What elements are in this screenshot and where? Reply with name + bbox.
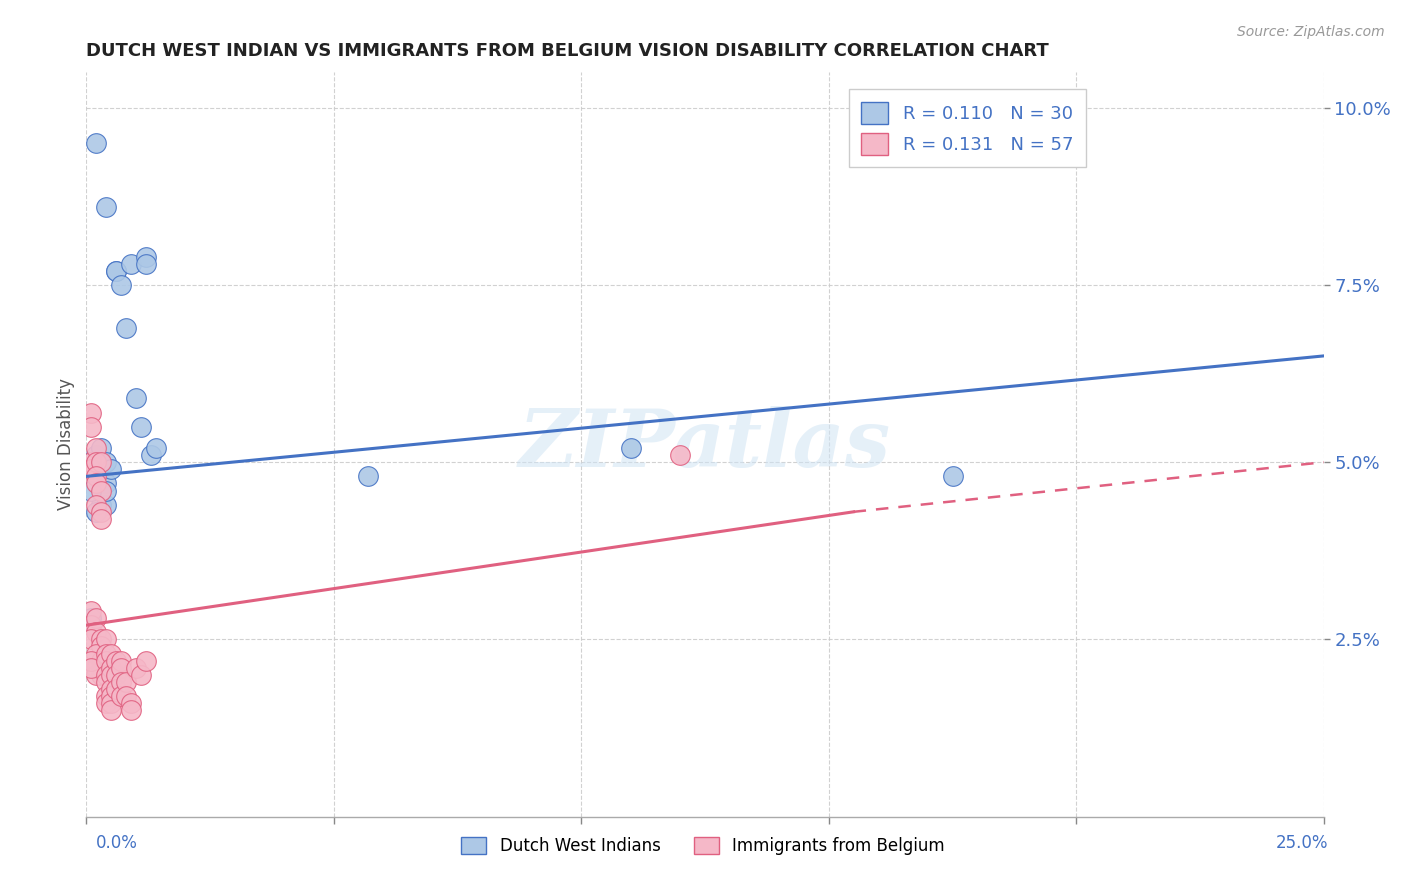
Point	[110, 278, 132, 293]
Point	[80, 604, 103, 618]
Point	[80, 611, 103, 625]
Point	[90, 483, 112, 498]
Point	[84, 455, 107, 469]
Point	[139, 448, 162, 462]
Point	[84, 668, 107, 682]
Y-axis label: Vision Disability: Vision Disability	[58, 378, 75, 510]
Point	[135, 257, 157, 271]
Point	[90, 668, 112, 682]
Point	[94, 498, 117, 512]
Point	[90, 505, 112, 519]
Point	[94, 696, 117, 710]
Text: ZIPatlas: ZIPatlas	[519, 406, 891, 483]
Text: Source: ZipAtlas.com: Source: ZipAtlas.com	[1237, 25, 1385, 39]
Point	[94, 476, 117, 491]
Point	[80, 455, 103, 469]
Point	[125, 392, 148, 406]
Legend: R = 0.110   N = 30, R = 0.131   N = 57: R = 0.110 N = 30, R = 0.131 N = 57	[849, 89, 1085, 168]
Point	[120, 703, 142, 717]
Point	[104, 681, 127, 696]
Point	[110, 689, 132, 703]
Point	[104, 654, 127, 668]
Point	[84, 136, 107, 151]
Point	[120, 257, 142, 271]
Point	[80, 632, 103, 647]
Point	[80, 654, 103, 668]
Point	[90, 512, 112, 526]
Point	[84, 625, 107, 640]
Point	[104, 264, 127, 278]
Point	[125, 661, 148, 675]
Point	[84, 476, 107, 491]
Point	[94, 632, 117, 647]
Point	[84, 441, 107, 455]
Point	[115, 320, 138, 334]
Point	[84, 469, 107, 483]
Point	[94, 455, 117, 469]
Point	[104, 668, 127, 682]
Point	[84, 647, 107, 661]
Point	[80, 406, 103, 420]
Point	[129, 419, 152, 434]
Point	[80, 455, 103, 469]
Point	[94, 483, 117, 498]
Point	[100, 647, 122, 661]
Point	[80, 419, 103, 434]
Point	[84, 498, 107, 512]
Point	[100, 703, 122, 717]
Point	[110, 654, 132, 668]
Point	[357, 469, 380, 483]
Point	[84, 611, 107, 625]
Point	[90, 640, 112, 654]
Point	[94, 689, 117, 703]
Point	[120, 696, 142, 710]
Legend: Dutch West Indians, Immigrants from Belgium: Dutch West Indians, Immigrants from Belg…	[454, 830, 952, 862]
Point	[94, 668, 117, 682]
Point	[84, 448, 107, 462]
Point	[129, 668, 152, 682]
Point	[100, 689, 122, 703]
Point	[100, 681, 122, 696]
Text: 25.0%: 25.0%	[1277, 834, 1329, 852]
Point	[94, 654, 117, 668]
Text: 0.0%: 0.0%	[96, 834, 138, 852]
Point	[100, 668, 122, 682]
Point	[104, 264, 127, 278]
Point	[669, 448, 692, 462]
Point	[115, 674, 138, 689]
Point	[115, 689, 138, 703]
Point	[90, 498, 112, 512]
Point	[110, 674, 132, 689]
Point	[135, 250, 157, 264]
Point	[94, 647, 117, 661]
Point	[620, 441, 643, 455]
Point	[84, 661, 107, 675]
Point	[90, 661, 112, 675]
Point	[145, 441, 167, 455]
Point	[100, 696, 122, 710]
Point	[94, 674, 117, 689]
Point	[90, 654, 112, 668]
Point	[94, 200, 117, 214]
Point	[90, 441, 112, 455]
Point	[942, 469, 965, 483]
Point	[100, 462, 122, 476]
Point	[90, 455, 112, 469]
Point	[80, 661, 103, 675]
Point	[80, 618, 103, 632]
Point	[80, 618, 103, 632]
Point	[110, 661, 132, 675]
Point	[84, 505, 107, 519]
Point	[100, 661, 122, 675]
Point	[80, 462, 103, 476]
Point	[90, 455, 112, 469]
Point	[80, 483, 103, 498]
Point	[135, 654, 157, 668]
Text: DUTCH WEST INDIAN VS IMMIGRANTS FROM BELGIUM VISION DISABILITY CORRELATION CHART: DUTCH WEST INDIAN VS IMMIGRANTS FROM BEL…	[86, 42, 1049, 60]
Point	[90, 632, 112, 647]
